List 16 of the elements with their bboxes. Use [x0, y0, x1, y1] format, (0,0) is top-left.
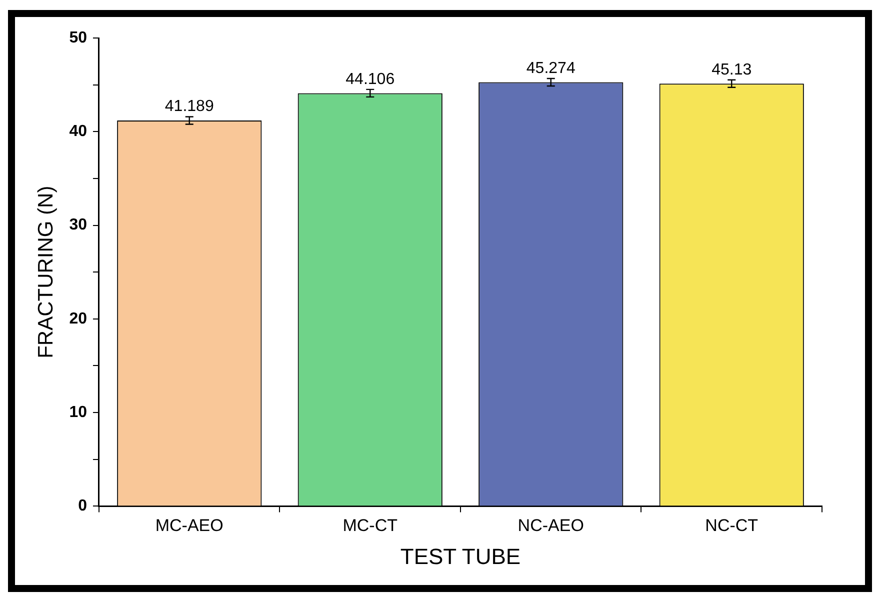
x-tick-label: MC-CT: [342, 516, 398, 536]
data-label: 45.13: [712, 61, 752, 78]
x-tick-label: NC-AEO: [518, 516, 584, 536]
y-tick-label: 20: [69, 310, 88, 328]
y-tick-label: 0: [78, 498, 88, 515]
x-axis-title: TEST TUBE: [400, 544, 521, 569]
y-tick-label: 30: [69, 216, 88, 234]
data-label: 45.274: [526, 60, 576, 77]
y-tick-label: 10: [69, 404, 88, 421]
x-tick-label: NC-CT: [705, 516, 758, 536]
y-tick-label: 50: [69, 29, 88, 46]
data-label: 44.106: [346, 70, 395, 88]
data-label: 41.189: [164, 98, 214, 116]
x-tick-label: MC-AEO: [155, 516, 224, 536]
y-tick-label: 40: [69, 123, 88, 140]
y-axis-title: FRACTURING (N): [34, 186, 58, 358]
